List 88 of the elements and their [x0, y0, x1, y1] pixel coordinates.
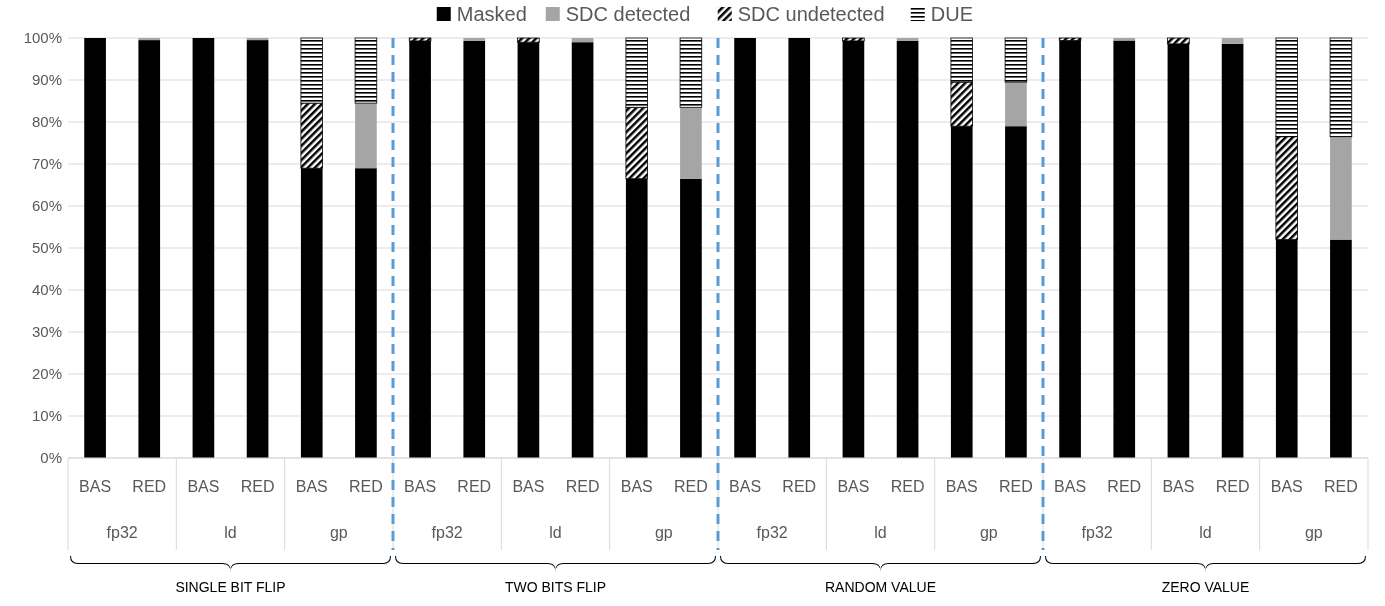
bar [192, 38, 215, 458]
bar [355, 103, 377, 169]
y-tick-label: 10% [31, 407, 62, 425]
bar [138, 40, 161, 458]
text: gp [979, 524, 998, 541]
y-tick-label: 0% [40, 449, 62, 467]
bar [680, 178, 702, 458]
bar [1005, 82, 1027, 127]
bar [246, 40, 269, 458]
y-tick-label: 100% [23, 29, 62, 47]
bar [409, 40, 431, 458]
x-tick-label: RED [1215, 478, 1250, 495]
bar [680, 107, 702, 179]
x-tick-label: RED [457, 478, 492, 495]
text: gp [1304, 524, 1323, 541]
bar [246, 38, 269, 41]
bar [1005, 126, 1027, 458]
bar [1113, 40, 1136, 458]
x-tick-label: BAS [404, 478, 437, 495]
text: fp32 [1081, 524, 1113, 541]
bar [679, 37, 703, 108]
legend-label: SDC undetected [737, 3, 885, 25]
y-tick-label: 70% [31, 155, 62, 173]
x-tick-label: RED [674, 478, 708, 495]
legend-label: DUE [930, 3, 973, 25]
y-tick-label: 20% [31, 365, 62, 383]
text: TWO BITS FLIP [504, 579, 607, 595]
bar [734, 38, 756, 458]
text: gp [329, 524, 348, 541]
bar [463, 40, 486, 458]
y-tick-label: 90% [31, 71, 62, 89]
bar [896, 40, 919, 458]
text: ld [1199, 524, 1212, 541]
x-tick-label: BAS [79, 478, 112, 495]
bar [1004, 37, 1028, 83]
bar [1059, 40, 1081, 458]
x-tick-label: RED [1107, 478, 1142, 495]
bar [138, 38, 161, 41]
text: SINGLE BIT FLIP [175, 579, 286, 595]
y-tick-label: 80% [31, 113, 62, 131]
x-tick-label: BAS [1162, 478, 1195, 495]
bar [84, 38, 106, 458]
x-tick-label: RED [240, 478, 275, 495]
x-tick-label: RED [565, 478, 600, 495]
bar [896, 38, 919, 41]
y-tick-label: 50% [31, 239, 62, 257]
bar [571, 38, 594, 43]
x-tick-label: BAS [837, 478, 870, 495]
text: fp32 [756, 524, 788, 541]
legend-label: SDC detected [565, 3, 691, 25]
bar [355, 168, 377, 458]
text: ld [224, 524, 237, 541]
x-tick-label: BAS [1270, 478, 1303, 495]
x-tick-label: BAS [729, 478, 762, 495]
y-tick-label: 60% [31, 197, 62, 215]
text: gp [654, 524, 673, 541]
bar [463, 38, 486, 41]
x-tick-label: RED [890, 478, 925, 495]
x-tick-label: BAS [945, 478, 978, 495]
x-tick-label: RED [1324, 478, 1358, 495]
x-tick-label: RED [782, 478, 817, 495]
x-tick-label: RED [132, 478, 167, 495]
x-tick-label: BAS [1054, 478, 1087, 495]
x-tick-label: RED [999, 478, 1033, 495]
y-tick-label: 30% [31, 323, 62, 341]
x-tick-label: BAS [620, 478, 653, 495]
x-tick-label: RED [349, 478, 383, 495]
bar [788, 38, 811, 458]
bar [1330, 239, 1352, 458]
text: ld [549, 524, 562, 541]
text: ZERO VALUE [1161, 579, 1250, 595]
x-tick-label: BAS [187, 478, 220, 495]
bar [1329, 37, 1353, 138]
x-tick-label: BAS [512, 478, 545, 495]
bar [1221, 38, 1244, 44]
legend-label: Masked [456, 3, 527, 25]
text: RANDOM VALUE [825, 579, 936, 595]
bar [1221, 43, 1244, 458]
text: fp32 [431, 524, 463, 541]
bar [1113, 38, 1136, 41]
text: fp32 [106, 524, 138, 541]
bar [571, 42, 594, 458]
bar [1330, 136, 1352, 240]
bar [354, 37, 378, 104]
y-tick-label: 40% [31, 281, 62, 299]
text: ld [874, 524, 887, 541]
bar [842, 40, 865, 458]
x-tick-label: BAS [295, 478, 328, 495]
